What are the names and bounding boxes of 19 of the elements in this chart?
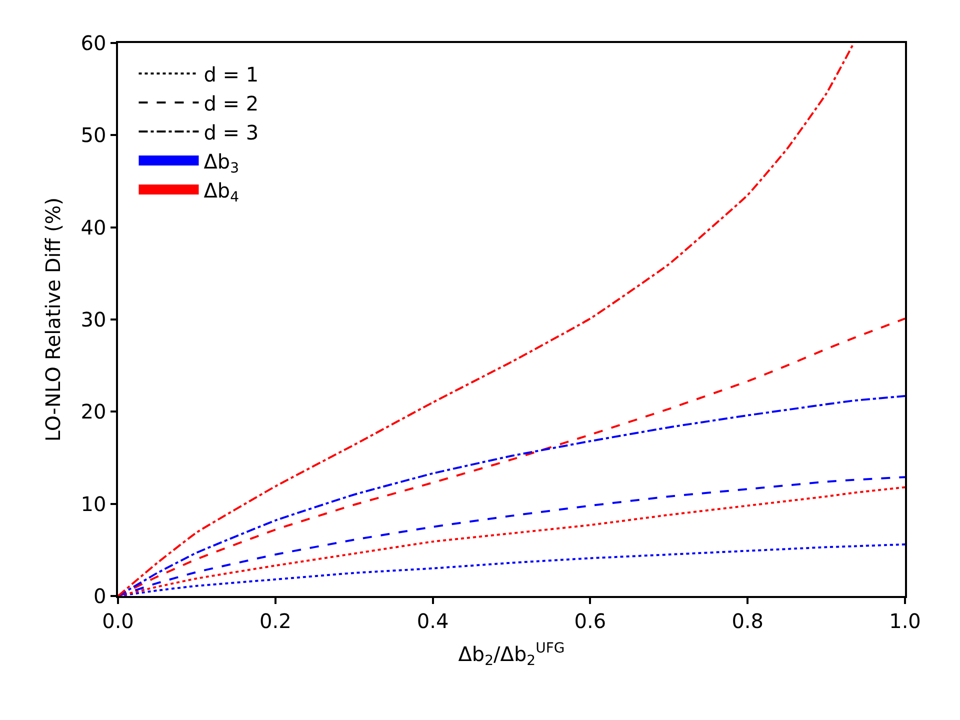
y-tick-label: 40 — [80, 215, 106, 240]
legend-label: Δb$_{3}$ — [204, 149, 240, 177]
x-tick-label: 0.6 — [574, 608, 606, 633]
y-tick-label: 50 — [80, 123, 106, 148]
y-axis-title: LO-NLO Relative Diff (%) — [40, 197, 65, 442]
x-tick-label: 0.8 — [732, 608, 764, 633]
legend-label: d = 3 — [204, 120, 259, 144]
legend-label: d = 1 — [204, 62, 259, 86]
x-tick-label: 0.0 — [102, 608, 134, 633]
y-tick-label: 30 — [80, 308, 106, 332]
legend-label: d = 2 — [204, 91, 259, 116]
x-tick-label: 1.0 — [889, 608, 921, 633]
x-tick-label: 0.4 — [416, 608, 449, 633]
x-tick-label: 0.2 — [259, 608, 292, 633]
legend-label: Δb$_{4}$ — [204, 178, 240, 206]
y-tick-label: 10 — [80, 492, 106, 516]
y-tick-label: 20 — [80, 400, 106, 424]
y-tick-label: 60 — [80, 31, 106, 55]
y-tick-label: 0 — [94, 584, 106, 608]
